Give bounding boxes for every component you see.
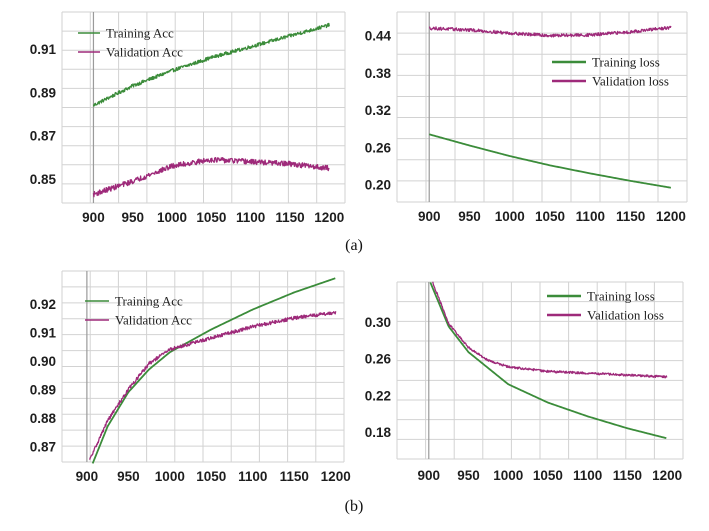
chart-a-loss: 0.20 0.26 0.32 0.38 0.44 900 950 1000 1050 1100 11… <box>365 11 688 224</box>
x-tick-label: 1000 <box>157 210 187 225</box>
x-tick-label: 1150 <box>613 468 642 483</box>
x-tick-label: 1000 <box>493 468 523 483</box>
x-tick-label: 950 <box>458 209 481 224</box>
y-tick-label: 0.20 <box>365 178 391 193</box>
x-tick-label: 1100 <box>236 210 265 225</box>
y-tick-label: 0.87 <box>30 439 56 454</box>
y-tick-label: 0.92 <box>30 297 56 312</box>
x-tick-label: 1000 <box>495 209 525 224</box>
legend-label: Validation Acc <box>106 45 183 60</box>
caption-a: (a) <box>345 237 363 254</box>
y-tick-label: 0.30 <box>365 315 391 330</box>
chart-a-accuracy: 0.85 0.87 0.89 0.91 900 950 1000 1050 1100 1150 12… <box>30 11 346 225</box>
series-line-training <box>429 282 667 440</box>
y-tick-label: 0.91 <box>30 325 57 340</box>
x-tick-label: 1000 <box>155 469 185 484</box>
x-tick-label: 1050 <box>196 469 226 484</box>
legend-label: Training Acc <box>115 294 183 309</box>
x-tick-label: 900 <box>76 469 99 484</box>
y-tick-label: 0.26 <box>365 140 392 155</box>
series-line-validation <box>429 25 672 38</box>
x-tick-label: 1100 <box>573 468 602 483</box>
legend-label: Validation loss <box>592 74 669 89</box>
caption-b: (b) <box>345 498 364 515</box>
y-tick-label: 0.85 <box>30 172 57 187</box>
legend-label: Training Acc <box>106 26 174 41</box>
x-tick-label: 950 <box>117 469 140 484</box>
x-tick-label: 1050 <box>533 468 563 483</box>
x-tick-label: 1150 <box>616 209 645 224</box>
chart-b-accuracy: 0.87 0.88 0.89 0.90 0.91 0.92 900 950 1000 1050 11… <box>30 270 351 484</box>
x-tick-label: 900 <box>82 210 105 225</box>
y-tick-label: 0.18 <box>365 425 392 440</box>
y-tick-label: 0.89 <box>30 382 56 397</box>
legend-label: Training loss <box>587 289 655 304</box>
x-tick-label: 1200 <box>656 209 686 224</box>
y-tick-label: 0.89 <box>30 85 56 100</box>
y-tick-label: 0.87 <box>30 129 56 144</box>
x-tick-label: 1200 <box>314 210 344 225</box>
series-line-validation <box>92 156 330 198</box>
legend-label: Training loss <box>592 55 660 70</box>
legend: Training Acc Validation Acc <box>78 26 183 60</box>
legend-label: Validation Acc <box>115 313 192 328</box>
series-line-training <box>91 277 336 464</box>
y-tick-label: 0.44 <box>365 29 392 44</box>
series-line-training <box>92 22 330 107</box>
legend-label: Validation loss <box>587 308 664 323</box>
y-tick-label: 0.22 <box>365 388 391 403</box>
y-tick-label: 0.32 <box>365 103 391 118</box>
x-tick-label: 1050 <box>196 210 226 225</box>
y-tick-label: 0.90 <box>30 354 56 369</box>
x-tick-label: 1200 <box>321 469 351 484</box>
x-tick-label: 1150 <box>275 210 304 225</box>
legend: Training loss Validation loss <box>547 289 664 323</box>
x-tick-label: 1150 <box>280 469 309 484</box>
x-tick-label: 900 <box>418 209 441 224</box>
y-tick-label: 0.26 <box>365 352 392 367</box>
x-tick-label: 1100 <box>238 469 267 484</box>
y-tick-label: 0.91 <box>30 42 57 57</box>
legend: Training Acc Validation Acc <box>85 294 192 328</box>
x-tick-label: 1050 <box>535 209 565 224</box>
series-line-validation <box>88 311 337 461</box>
x-tick-label: 950 <box>121 210 144 225</box>
grid <box>396 11 688 203</box>
x-tick-label: 900 <box>418 468 441 483</box>
series-line-validation <box>432 281 668 379</box>
x-tick-label: 1200 <box>652 468 682 483</box>
y-tick-label: 0.88 <box>30 411 57 426</box>
legend: Training loss Validation loss <box>552 55 669 89</box>
x-tick-label: 1100 <box>576 209 605 224</box>
series-line-training <box>428 133 672 189</box>
chart-b-loss: 0.18 0.22 0.26 0.30 900 950 1000 1050 1100 1150 12… <box>365 281 684 483</box>
y-tick-label: 0.38 <box>365 66 392 81</box>
x-tick-label: 950 <box>457 468 480 483</box>
